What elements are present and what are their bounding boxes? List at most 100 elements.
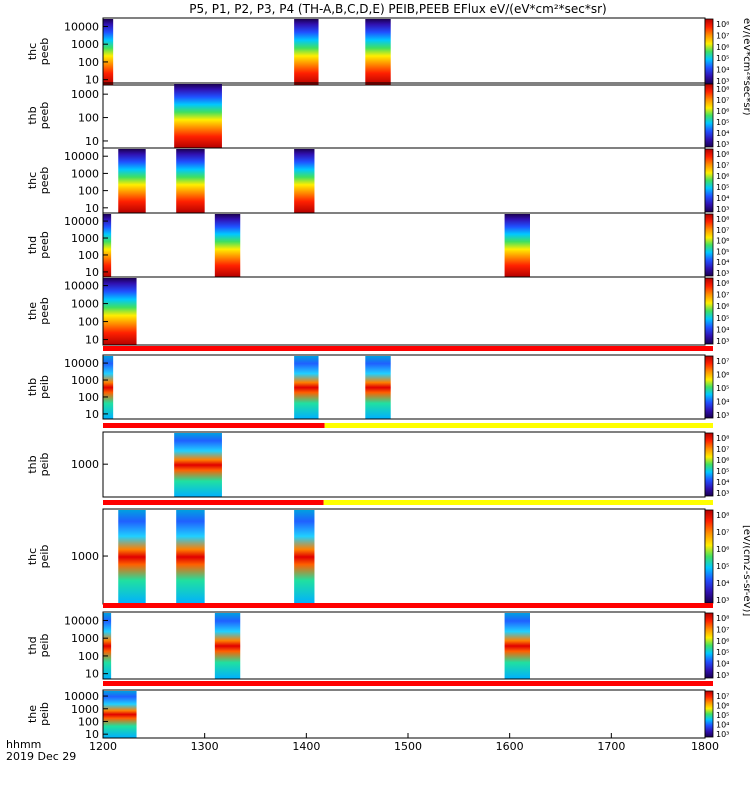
colorbar-tick-label: 10⁷ — [716, 96, 729, 105]
panel-label: thbpeib — [26, 375, 51, 399]
colorbar-tick-label: 10⁸ — [716, 279, 729, 288]
panels: 10000100010010thcpeeb10⁸10⁷10⁶10⁵10⁴10³1… — [26, 17, 729, 741]
y-tick-label: 1000 — [71, 632, 99, 645]
panel-label-product: peeb — [38, 297, 51, 325]
figure-title: P5, P1, P2, P3, P4 (TH-A,B,C,D,E) PEIB,P… — [189, 2, 606, 16]
mode-bar — [323, 500, 713, 505]
colorbar-tick-label: 10⁶ — [716, 637, 729, 646]
data-interval — [118, 149, 146, 213]
colorbar-tick-label: 10⁶ — [716, 237, 729, 246]
panel-frame — [102, 276, 706, 346]
colorbar-tick-label: 10⁵ — [716, 118, 729, 127]
colorbar-tick-label: 10⁶ — [716, 302, 729, 311]
colorbar-tick-label: 10⁸ — [716, 85, 729, 94]
panel-label: thcpeeb — [26, 38, 51, 66]
colorbar — [704, 355, 714, 419]
panel-frame — [102, 17, 706, 86]
x-axis: 1200 1300 1400 1500 1600 1700 1800 — [89, 733, 719, 753]
data-interval — [174, 84, 222, 148]
colorbar-tick-label: 10³ — [716, 77, 729, 86]
panel-label-sc: the — [26, 705, 39, 723]
colorbar-tick-label: 10⁷ — [716, 31, 729, 40]
data-interval — [504, 613, 530, 679]
data-interval — [103, 278, 137, 345]
y-tick-label: 100 — [78, 391, 99, 404]
panel-label-sc: thc — [26, 548, 39, 565]
colorbar-tick-label: 10⁷ — [716, 357, 729, 366]
panel-frame — [102, 689, 706, 739]
data-interval — [214, 214, 241, 277]
y-tick-label: 10 — [85, 728, 99, 741]
colorbar-tick-label: 10⁶ — [716, 371, 729, 380]
spectrogram-panel: 1000 100 10 thbpeeb 10⁸ 10⁷ 10⁶ 10⁵ 10⁴ 10³ — [26, 82, 729, 149]
colorbar-tick-label: 10⁷ — [716, 692, 729, 701]
data-interval — [365, 19, 391, 85]
mode-bar — [324, 423, 713, 428]
spectrogram-panel: 10000 1000 100 10 thcpeeb 10⁸ 10⁷ 10⁶ 10⁵ 10⁴ 10³ — [26, 17, 729, 87]
data-interval — [174, 433, 222, 497]
panel-label-sc: thc — [26, 172, 39, 189]
y-tick-label: 100 — [78, 715, 99, 728]
colorbar-tick-label: 10⁴ — [716, 129, 729, 138]
colorbar — [704, 432, 714, 497]
data-interval — [103, 19, 114, 85]
colorbar-tick-label: 10⁶ — [716, 43, 729, 52]
colorbar-tick-label: 10⁴ — [716, 258, 729, 267]
y-tick-label: 10000 — [64, 20, 99, 33]
colorbar-tick-label: 10³ — [716, 596, 729, 605]
panel-label-sc: thc — [26, 43, 39, 60]
x-tick-label: 1700 — [597, 740, 625, 753]
y-tick-label: 10000 — [64, 690, 99, 703]
footer-label: hhmm — [6, 738, 41, 751]
y-tick-label: 10000 — [64, 280, 99, 293]
y-tick-label: 1000 — [71, 167, 99, 180]
colorbar-tick-label: 10⁴ — [716, 66, 729, 75]
mode-bar — [103, 500, 324, 505]
colorbar-tick-label: 10³ — [716, 205, 729, 214]
colorbar-tick-label: 10⁶ — [716, 107, 729, 116]
y-tick-label: 1000 — [71, 298, 99, 311]
y-tick-label: 1000 — [71, 458, 99, 471]
y-tick-label: 10 — [85, 668, 99, 681]
colorbar-tick-label: 10⁸ — [716, 614, 729, 623]
x-tick-label: 1600 — [496, 740, 524, 753]
colorbar — [704, 148, 714, 213]
colorbar-tick-label: 10⁴ — [716, 579, 729, 588]
colorbar-tick-label: 10³ — [716, 671, 729, 680]
data-interval — [294, 149, 315, 213]
spectrogram-panel: 10000 1000 100 10 thbpeib 10⁷ 10⁶ 10⁵ 10⁴ 10³ — [26, 346, 729, 421]
mode-bar — [103, 681, 713, 686]
colorbar-tick-label: 10⁵ — [716, 467, 729, 476]
colorbar-tick-label: 10⁷ — [716, 445, 729, 454]
y-tick-label: 1000 — [71, 88, 99, 101]
colorbar-tick-label: 10⁸ — [716, 150, 729, 159]
colorbar-tick-label: 10⁵ — [716, 562, 729, 571]
colorbar-tick-label: 10⁴ — [716, 721, 729, 730]
x-tick-label: 1800 — [691, 740, 719, 753]
spectrogram-panel: 1000 thcpeib 10⁸ 10⁷ 10⁶ 10⁵ 10⁴ 10³ — [26, 500, 729, 605]
data-interval — [176, 510, 205, 604]
panel-frame — [102, 212, 706, 278]
colorbar-title-ion: [eV/(cm2-s-sr-eV)] — [741, 525, 750, 616]
colorbar-tick-label: 10³ — [716, 489, 729, 498]
colorbar-tick-label: 10⁷ — [716, 226, 729, 235]
x-tick-label: 1500 — [394, 740, 422, 753]
data-interval — [504, 214, 530, 277]
panel-label: thcpeib — [26, 545, 51, 569]
panel-label: thepeib — [26, 702, 51, 726]
data-interval — [103, 613, 112, 679]
y-tick-label: 10 — [85, 202, 99, 215]
data-interval — [118, 510, 146, 604]
panel-label-product: peib — [38, 702, 51, 726]
colorbar-tick-label: 10³ — [716, 337, 729, 346]
colorbar-tick-label: 10⁶ — [716, 172, 729, 181]
colorbar-tick-label: 10³ — [716, 411, 729, 420]
panel-label: thdpeeb — [26, 231, 51, 259]
y-tick-label: 100 — [78, 185, 99, 198]
colorbar-tick-label: 10⁵ — [716, 54, 729, 63]
data-interval — [103, 214, 112, 277]
panel-label-product: peeb — [38, 102, 51, 130]
panel-frame — [102, 354, 706, 420]
